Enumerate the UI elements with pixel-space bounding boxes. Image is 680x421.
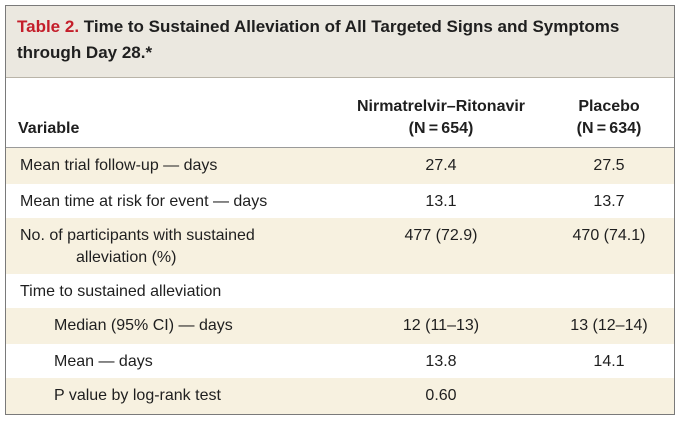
cell-group-b: 13.7	[593, 193, 625, 210]
cell-group-b: 470 (74.1)	[572, 227, 646, 244]
cell-group-a: 13.1	[425, 193, 457, 210]
table-title-line2: through Day 28.*	[17, 43, 153, 62]
cell-group-a: 0.60	[425, 387, 457, 404]
table-frame: Table 2. Time to Sustained Alleviation o…	[5, 5, 675, 415]
cell-group-a: 12 (11–13)	[402, 317, 480, 334]
header-group-a-n: (N = 654)	[408, 120, 474, 137]
table-row: P value by log-rank test 0.60	[6, 378, 674, 414]
cell-group-a: 27.4	[425, 157, 457, 174]
header-group-a: Nirmatrelvir–Ritonavir (N = 654)	[336, 96, 546, 140]
row-label: Time to sustained alleviation	[20, 283, 222, 300]
table-title-text: Time to Sustained Alleviation of All Tar…	[83, 17, 620, 36]
table-title-bar: Table 2. Time to Sustained Alleviation o…	[6, 6, 674, 78]
cell-group-a: 13.8	[425, 353, 457, 370]
table-row: Mean — days 13.8 14.1	[6, 344, 674, 378]
table-row: Time to sustained alleviation	[6, 274, 674, 308]
table-row: Median (95% CI) — days 12 (11–13) 13 (12…	[6, 308, 674, 344]
header-group-b-n: (N = 634)	[576, 120, 642, 137]
table-row: Mean time at risk for event — days 13.1 …	[6, 184, 674, 218]
row-label: Median (95% CI) — days	[54, 317, 233, 334]
table-header: Variable Nirmatrelvir–Ritonavir (N = 654…	[6, 78, 674, 148]
header-variable: Variable	[18, 120, 80, 137]
row-label: Mean trial follow-up — days	[20, 157, 218, 174]
cell-group-a: 477 (72.9)	[404, 227, 478, 244]
row-label-line2: alleviation (%)	[76, 249, 177, 266]
cell-group-b: 27.5	[593, 157, 625, 174]
table-row: Mean trial follow-up — days 27.4 27.5	[6, 148, 674, 184]
table-number: Table 2.	[17, 17, 80, 36]
row-label: P value by log-rank test	[54, 387, 221, 404]
row-label: No. of participants with sustained allev…	[20, 225, 255, 269]
row-label-line1: No. of participants with sustained	[20, 227, 255, 244]
cell-group-b: 14.1	[593, 353, 625, 370]
table-title: Table 2. Time to Sustained Alleviation o…	[17, 14, 664, 40]
header-group-a-name: Nirmatrelvir–Ritonavir	[356, 98, 526, 115]
header-group-b: Placebo (N = 634)	[549, 96, 669, 140]
header-group-b-name: Placebo	[578, 98, 640, 115]
row-label: Mean — days	[54, 353, 153, 370]
row-label: Mean time at risk for event — days	[20, 193, 268, 210]
table-row: No. of participants with sustained allev…	[6, 218, 674, 274]
cell-group-b: 13 (12–14)	[570, 317, 648, 334]
